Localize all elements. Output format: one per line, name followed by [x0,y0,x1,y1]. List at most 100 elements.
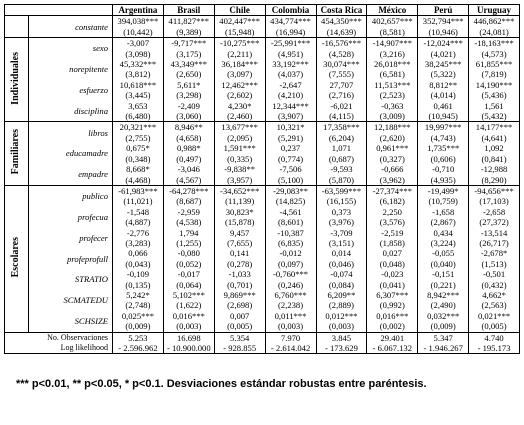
standard-error: (17,103) [468,196,520,207]
se-row: (0,348) (0,497) (0,335) (0,774) (0,687) (0,32… [5,153,520,165]
corner [4,3,113,17]
coef-row: Familiares libros 20,321*** 8,946** 13,677**… [4,121,520,186]
standard-error: (0,221) [417,279,470,290]
coefficient: 0,434 [417,227,470,238]
coefficient: -0,151 [417,269,470,280]
standard-error: (3,060) [162,111,215,123]
coefficient: 0,141 [213,248,266,259]
coefficient: -0,017 [162,269,215,280]
coefficient: 0,032*** [417,310,470,322]
coefficient: -12,988 [468,164,520,175]
coefficient: 402,447*** [213,15,266,27]
coefficient: 5,611* [162,79,215,91]
se-row: (3,098) (3,175) (2,211) (4,951) (4,528) (3,21… [5,48,520,60]
column-header: Brasil [162,3,215,17]
standard-error: (3,098) [112,48,164,60]
standard-error: (8,581) [366,26,419,39]
standard-error: (0,687) [315,153,368,165]
table-body: Argentina Brasil Chile Colombia Costa Rica Mé… [4,3,520,355]
coefficient: 1,794 [162,227,215,238]
coefficient: -1,658 [417,206,470,218]
standard-error: (0,052) [162,258,215,270]
standard-error: (26,717) [468,237,520,249]
coefficient: 17,358*** [315,121,368,133]
standard-error: (0,064) [162,279,215,290]
standard-error: (6,581) [366,69,419,80]
coefficient: 12,462*** [213,79,266,91]
standard-error: (4,743) [417,132,470,144]
standard-error: (15,878) [213,217,266,228]
coefficient: 9,869*** [213,289,266,301]
standard-error: (0,046) [315,258,368,270]
group-label: Individuales [10,51,22,105]
standard-error: (7,555) [315,69,368,80]
coefficient: 0,021*** [468,310,520,322]
coefficient: -3,709 [315,227,368,238]
coefficient: -0,666 [366,164,419,175]
coef-row: STRATIO -0,109 -0,017 -1,033 -0,760*** -0,074… [5,269,520,290]
coefficient: 19,997*** [417,121,470,133]
column-header: México [366,3,419,17]
standard-error: (6,204) [315,132,368,144]
stat-value: 29.401 [366,331,419,343]
coef-row: SCHSIZE 0,025*** 0,016*** 0,007 0,011*** 0,01… [5,310,520,333]
coefficient: 0,025*** [112,310,164,322]
coefficient: 0,014 [315,248,368,259]
coefficient: 8,812** [417,79,470,91]
standard-error: (3,976) [315,217,368,228]
se-row: (3,812) (2,650) (3,097) (4,037) (7,555) (6,58… [5,69,520,80]
standard-error: (8,601) [264,217,317,228]
standard-error: (0,009) [112,321,164,333]
standard-error: (3,962) [366,174,419,186]
coefficient: 0,011*** [264,310,317,322]
coefficient: 6,209** [315,289,368,301]
coefficient: 0,373 [315,206,368,218]
standard-error: (3,224) [417,237,470,249]
coefficient: -0,363 [366,100,419,112]
coefficient: 0,066 [112,248,164,259]
table-wrap: Argentina Brasil Chile Colombia Costa Rica Mé… [4,3,520,355]
standard-error: (3,216) [366,48,419,60]
se-row: (3,445) (3,298) (2,602) (4,210) (2,716) (2,52… [5,90,520,101]
stat-value: 5.354 [213,331,266,343]
standard-error: (2,211) [213,48,266,60]
standard-error: (11,021) [112,196,164,207]
coefficient: 394,038*** [112,15,164,27]
variable-name: esfuerzo [28,79,113,101]
standard-error: (4,021) [417,48,470,60]
coefficient: 6,760*** [264,289,317,301]
standard-error: (0,003) [162,321,215,333]
coefficient: 0,461 [417,100,470,112]
standard-error: (1,255) [162,237,215,249]
variable-name: norepitente [28,59,113,80]
stat-value: 4.740 [468,331,520,343]
coefficient: -2,678* [468,248,520,259]
standard-error: (3,812) [112,69,164,80]
standard-error: (1,858) [366,237,419,249]
coef-row: empadre 8,668* -3,046 -9,838** -7,506 -9,593-… [5,164,520,186]
column-header: Argentina [112,3,164,17]
variable-name: disciplina [28,100,113,122]
standard-error: (8,687) [162,196,215,207]
standard-error: (3,097) [213,69,266,80]
standard-error: (2,867) [417,217,470,228]
standard-error: (2,460) [213,111,266,123]
coefficient: 5,242* [112,289,164,301]
standard-error: (4,037) [264,69,317,80]
coefficient: 38,245*** [417,59,470,70]
group-label-cell: Escolares [4,184,29,333]
standard-error: (4,538) [162,217,215,228]
coefficient: 4,662* [468,289,520,301]
standard-error: (24,081) [468,26,520,39]
standard-error: (0,043) [112,258,164,270]
standard-error: (5,322) [417,69,470,80]
se-row: (4,468) (4,567) (3,957) (5,100) (5,870) (3,96… [5,174,520,186]
column-header: Colombia [264,3,317,17]
coef-row: constante 394,038*** 411,827*** 402,447*** 4… [4,15,520,38]
coefficient: 1,591*** [213,143,266,154]
coefficient: -94,656*** [468,184,520,197]
coefficient: -19,499* [417,184,470,197]
coefficient: -3,046 [162,164,215,175]
standard-error: (1,513) [468,258,520,270]
